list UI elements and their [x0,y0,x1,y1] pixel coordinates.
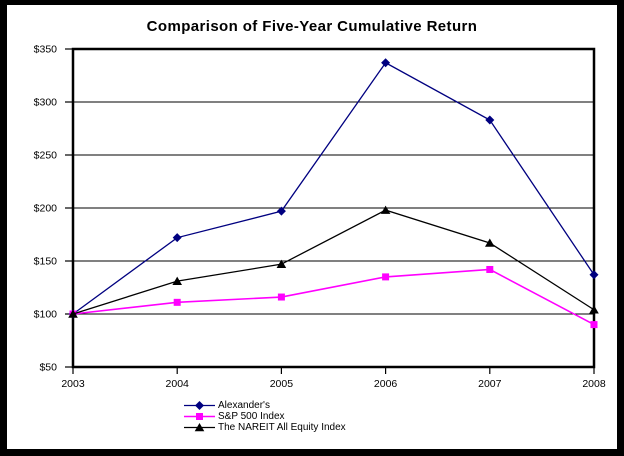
marker-diamond [276,206,286,216]
x-axis-label: 2003 [61,378,85,390]
x-axis-label: 2007 [478,378,502,390]
y-axis-label: $100 [34,309,58,321]
x-axis-label: 2006 [374,378,398,390]
legend-label: Alexander's [218,400,270,411]
marker-triangle [485,238,495,247]
series-line [72,209,595,315]
legend-item-sp500: S&P 500 Index [184,411,346,422]
square-series-swatch-icon [184,413,215,420]
y-axis-label: $350 [34,44,58,56]
marker-triangle [380,205,391,214]
marker-square [382,273,390,281]
marker-diamond [381,58,391,68]
marker-square [277,293,285,301]
triangle-series-swatch-icon [184,423,215,432]
y-axis-label: $50 [39,362,57,374]
y-axis-label: $200 [34,203,58,215]
y-axis-label: $300 [34,97,58,109]
legend-label: The NAREIT All Equity Index [218,422,346,433]
y-axis-label: $150 [34,256,58,268]
y-axis-label: $250 [34,150,58,162]
marker-diamond [195,401,204,410]
marker-triangle [589,305,599,314]
marker-square [590,321,598,329]
marker-triangle [68,309,78,318]
chart-canvas [7,5,617,449]
marker-triangle [276,259,287,268]
marker-square [486,265,494,273]
series-s-p-500-index [69,265,598,329]
marker-triangle [172,276,182,285]
legend-label: S&P 500 Index [218,411,285,422]
series-line [72,268,595,326]
x-axis-label: 2005 [270,378,294,390]
legend-item-nareit: The NAREIT All Equity Index [184,422,346,433]
series-alexander-s [68,58,599,319]
marker-square [196,413,203,420]
chart-title: Comparison of Five-Year Cumulative Retur… [146,18,478,35]
x-axis-label: 2008 [582,378,606,390]
series-the-nareit-all-equity-index [68,205,599,318]
series-line [72,61,595,315]
legend: Alexander's S&P 500 Index The NAREIT All… [184,400,346,433]
marker-diamond [172,233,182,243]
legend-item-alexanders: Alexander's [184,400,346,411]
marker-diamond [589,270,599,280]
x-axis-label: 2004 [166,378,190,390]
marker-square [173,298,181,306]
plot-border [71,47,596,369]
diamond-series-swatch-icon [184,401,215,410]
marker-diamond [485,115,495,125]
marker-triangle [194,423,205,432]
